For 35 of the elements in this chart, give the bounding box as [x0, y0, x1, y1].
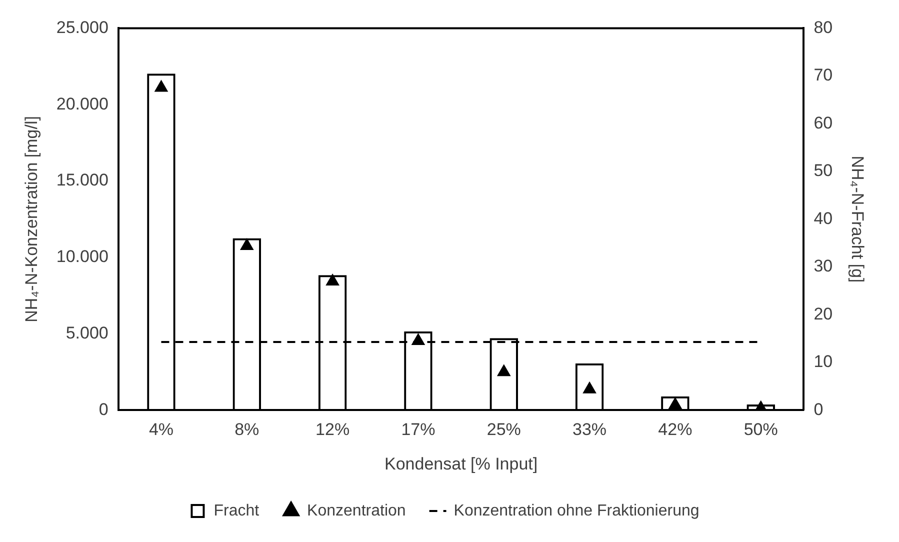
point	[240, 238, 254, 250]
point	[154, 80, 168, 92]
legend-label: Fracht	[214, 502, 260, 520]
y2-axis-title: NH₄-N-Fracht [g]	[848, 156, 868, 283]
point	[326, 274, 340, 286]
y-tick-label: 0	[98, 400, 108, 419]
point	[497, 364, 510, 376]
legend-label: Konzentration ohne Fraktionierung	[454, 502, 700, 520]
y-tick-label: 10.000	[56, 247, 108, 266]
point	[668, 398, 682, 410]
y2-tick-label: 30	[814, 256, 833, 276]
y2-tick-label: 80	[814, 18, 833, 37]
y-axis-title: NH₄-N-Konzentration [mg/l]	[22, 116, 41, 322]
x-axis-title: Kondensat [% Input]	[384, 454, 538, 474]
x-tick-label: 33%	[572, 420, 607, 440]
y-tick-label: 25.000	[56, 18, 108, 37]
x-tick-label: 4%	[148, 420, 174, 440]
legend-label: Konzentration	[307, 502, 406, 520]
point	[412, 333, 425, 345]
y2-tick-label: 70	[814, 66, 833, 85]
x-tick-label: 42%	[658, 420, 692, 440]
y2-tick-label: 10	[814, 352, 833, 372]
y-tick-label: 15.000	[56, 170, 108, 190]
y-tick-label: 20.000	[56, 94, 108, 114]
y2-tick-label: 20	[814, 304, 833, 324]
x-tick-label: 12%	[316, 420, 350, 440]
y2-tick-label: 50	[814, 161, 833, 180]
y2-tick-label: 0	[814, 400, 824, 419]
y2-tick-label: 60	[814, 113, 833, 132]
y2-tick-label: 40	[814, 208, 833, 228]
x-tick-label: 50%	[744, 420, 778, 440]
x-tick-label: 17%	[401, 420, 436, 440]
x-tick-label: 8%	[234, 420, 260, 440]
x-tick-label: 25%	[486, 420, 521, 440]
y-tick-label: 5.000	[66, 323, 108, 342]
